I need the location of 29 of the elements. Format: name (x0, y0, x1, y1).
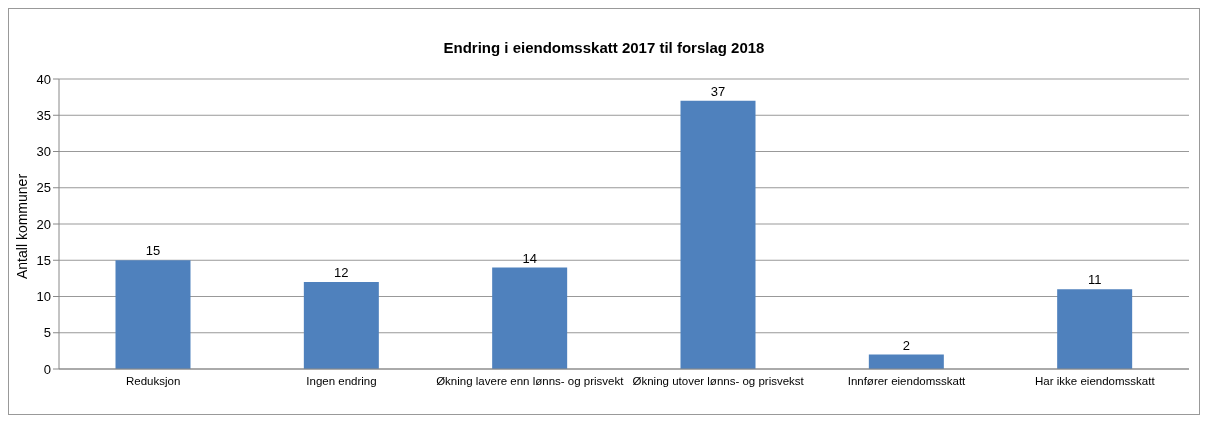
data-label: 12 (334, 265, 349, 280)
x-tick-label: Innfører eiendomsskatt (847, 375, 967, 388)
y-tick-label: 35 (36, 107, 51, 123)
data-label: 11 (1087, 272, 1102, 288)
x-tick-label: Har ikke eiendomsskatt (1035, 375, 1156, 388)
y-tick-label: 10 (36, 289, 51, 305)
chart-title: Endring i eiendomsskatt 2017 til forslag 2018 (442, 38, 766, 58)
x-tick-label: Økning lavere enn lønns- og prisvekt (436, 375, 625, 388)
data-label: 2 (902, 337, 910, 353)
y-tick-label: 30 (36, 144, 51, 160)
y-axis-title: Antall kommuner (13, 173, 30, 279)
bar (492, 267, 568, 369)
x-tick-label: Reduksjon (125, 375, 181, 388)
bar (868, 354, 944, 369)
bar (303, 282, 379, 369)
y-tick-label: 25 (36, 180, 51, 196)
bar (1057, 289, 1133, 369)
data-label: 14 (522, 250, 537, 266)
y-tick-label: 20 (36, 216, 51, 232)
y-tick-label: 15 (36, 252, 51, 268)
x-tick-label: Ingen endring (306, 375, 377, 388)
bar (115, 260, 191, 369)
bar (680, 100, 756, 369)
y-tick-label: 40 (36, 71, 51, 87)
y-tick-label: 0 (43, 361, 51, 377)
x-tick-label: Økning utover lønns- og prisvekst (632, 375, 805, 388)
data-label: 15 (145, 243, 161, 259)
y-tick-label: 5 (43, 325, 51, 341)
data-label: 37 (710, 83, 726, 99)
